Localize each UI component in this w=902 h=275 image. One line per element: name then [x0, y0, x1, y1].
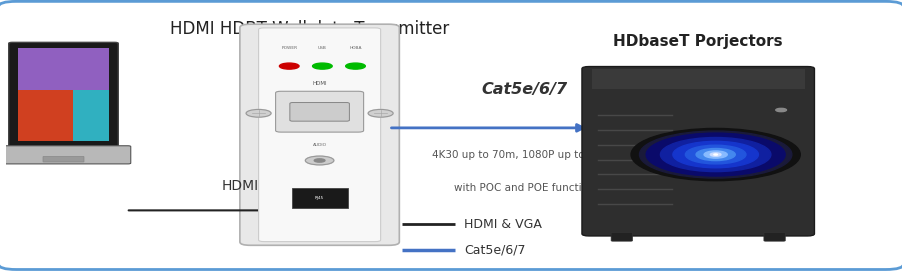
Text: POWER: POWER — [281, 46, 298, 50]
FancyBboxPatch shape — [582, 67, 815, 236]
Text: HDbaseT Porjectors: HDbaseT Porjectors — [613, 34, 783, 49]
Circle shape — [280, 63, 299, 69]
Circle shape — [660, 138, 771, 172]
Circle shape — [631, 128, 800, 181]
Circle shape — [713, 154, 717, 155]
Text: Cat5e/6/7: Cat5e/6/7 — [465, 244, 526, 257]
FancyBboxPatch shape — [0, 1, 902, 270]
FancyBboxPatch shape — [43, 156, 84, 162]
FancyBboxPatch shape — [291, 188, 347, 208]
Circle shape — [246, 109, 272, 117]
Text: HDMI: HDMI — [312, 81, 327, 86]
FancyBboxPatch shape — [18, 48, 109, 90]
Text: HDMI HDBT Wallplate Transmitter: HDMI HDBT Wallplate Transmitter — [170, 20, 449, 38]
Circle shape — [313, 63, 332, 69]
FancyBboxPatch shape — [592, 69, 805, 89]
FancyBboxPatch shape — [259, 28, 381, 241]
Circle shape — [710, 153, 721, 156]
FancyBboxPatch shape — [18, 48, 73, 141]
Text: USB: USB — [318, 46, 327, 50]
Text: AUDIO: AUDIO — [313, 143, 327, 147]
FancyBboxPatch shape — [276, 91, 364, 132]
FancyBboxPatch shape — [240, 24, 400, 245]
Circle shape — [345, 63, 365, 69]
Circle shape — [686, 145, 746, 164]
Text: 4K30 up to 70m, 1080P up to 100m: 4K30 up to 70m, 1080P up to 100m — [432, 150, 617, 160]
Circle shape — [368, 109, 393, 117]
Circle shape — [640, 131, 792, 178]
Text: with POC and POE function: with POC and POE function — [455, 183, 594, 193]
Circle shape — [314, 159, 325, 162]
Circle shape — [306, 156, 334, 165]
Circle shape — [646, 133, 785, 176]
FancyBboxPatch shape — [73, 48, 109, 141]
Text: HDMI: HDMI — [222, 179, 259, 192]
Text: RJ45: RJ45 — [315, 196, 324, 200]
Text: HDBA: HDBA — [349, 46, 362, 50]
Circle shape — [696, 148, 735, 161]
FancyBboxPatch shape — [612, 232, 632, 241]
FancyBboxPatch shape — [290, 103, 349, 121]
Text: Cat5e/6/7: Cat5e/6/7 — [482, 82, 567, 97]
FancyBboxPatch shape — [764, 232, 786, 241]
FancyBboxPatch shape — [9, 42, 118, 149]
Text: HDMI & VGA: HDMI & VGA — [465, 218, 542, 231]
Circle shape — [776, 108, 787, 112]
Circle shape — [673, 141, 759, 168]
FancyBboxPatch shape — [0, 146, 131, 164]
Circle shape — [704, 151, 727, 158]
